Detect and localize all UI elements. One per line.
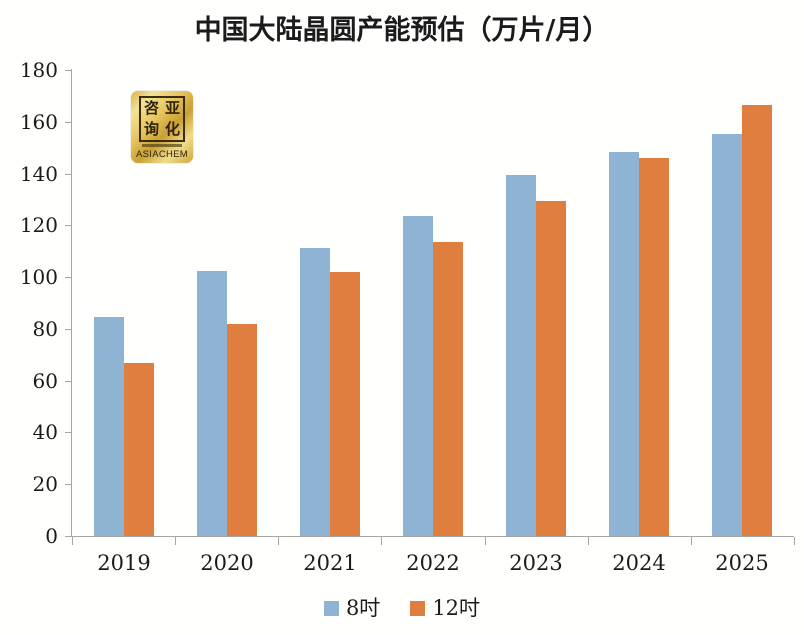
asiachem-logo-watermark: 咨 亚 询 化 ASIACHEM	[131, 91, 193, 163]
y-axis-tick-label: 140	[19, 162, 58, 186]
y-axis-tick	[65, 122, 72, 123]
x-axis-tick	[175, 537, 176, 545]
y-axis-tick-label: 160	[19, 110, 58, 134]
bar-8吋-2019	[94, 317, 124, 536]
logo-divider	[142, 144, 182, 147]
bar-8吋-2024	[609, 151, 639, 536]
y-axis-tick-label: 100	[19, 265, 58, 289]
bar-12吋-2019	[124, 362, 154, 536]
plot-area	[72, 70, 794, 536]
y-axis-tick-label: 80	[32, 317, 58, 341]
bar-8吋-2021	[300, 247, 330, 536]
logo-seal-char-2: 亚	[164, 99, 180, 117]
y-axis-tick	[65, 70, 72, 71]
logo-seal-char-1: 咨	[143, 99, 159, 117]
x-axis-tick	[794, 537, 795, 545]
x-axis-tick-label: 2024	[612, 551, 666, 575]
x-axis-tick	[72, 537, 73, 545]
legend-label: 8吋	[345, 596, 381, 620]
x-axis-tick-label: 2019	[97, 551, 151, 575]
x-axis-tick-label: 2020	[200, 551, 254, 575]
bar-8吋-2020	[197, 270, 227, 536]
bar-8吋-2023	[506, 174, 536, 536]
legend-item-12吋[interactable]: 12吋	[410, 598, 480, 619]
x-axis-line	[71, 536, 794, 537]
y-axis-tick	[65, 432, 72, 433]
y-axis-tick-label: 120	[19, 213, 58, 237]
y-axis-tick	[65, 484, 72, 485]
x-axis-tick	[691, 537, 692, 545]
bar-12吋-2020	[227, 323, 257, 536]
logo-seal-char-3: 询	[143, 120, 159, 138]
y-axis-tick-label: 20	[32, 472, 58, 496]
y-axis-tick	[65, 174, 72, 175]
x-axis-tick	[278, 537, 279, 545]
legend-swatch-icon	[323, 601, 339, 616]
y-axis-tick-label: 0	[45, 524, 58, 548]
logo-seal-char-4: 化	[164, 120, 180, 138]
bar-12吋-2023	[536, 201, 566, 536]
y-axis-tick-label: 40	[32, 420, 58, 444]
y-axis-tick	[65, 329, 72, 330]
x-axis-tick	[485, 537, 486, 545]
legend-item-8吋[interactable]: 8吋	[323, 596, 381, 620]
bar-8吋-2022	[403, 215, 433, 536]
legend-swatch-icon	[410, 601, 426, 616]
x-axis-tick-label: 2022	[406, 551, 460, 575]
chart-title: 中国大陆晶圆产能预估（万片/月）	[194, 15, 610, 46]
bar-8吋-2025	[712, 133, 742, 536]
y-axis-tick-label: 60	[32, 369, 58, 393]
legend-label: 12吋	[432, 596, 481, 620]
y-axis-tick-label: 180	[19, 58, 58, 82]
y-axis-tick	[65, 225, 72, 226]
x-axis-tick	[588, 537, 589, 545]
x-axis-tick	[381, 537, 382, 545]
x-axis-tick-label: 2023	[509, 551, 563, 575]
bar-12吋-2021	[330, 271, 360, 536]
logo-brand-text: ASIACHEM	[135, 149, 189, 160]
y-axis-tick	[65, 277, 72, 278]
y-axis-line	[71, 69, 72, 537]
bar-12吋-2024	[639, 157, 669, 536]
logo-seal-icon: 咨 亚 询 化	[139, 96, 185, 142]
x-axis-tick-label: 2025	[715, 551, 769, 575]
bar-12吋-2025	[742, 105, 772, 536]
bar-12吋-2022	[433, 241, 463, 536]
y-axis-tick	[65, 536, 72, 537]
y-axis-tick	[65, 381, 72, 382]
x-axis-tick-label: 2021	[303, 551, 357, 575]
chart-legend: 8吋 12吋	[0, 598, 804, 619]
